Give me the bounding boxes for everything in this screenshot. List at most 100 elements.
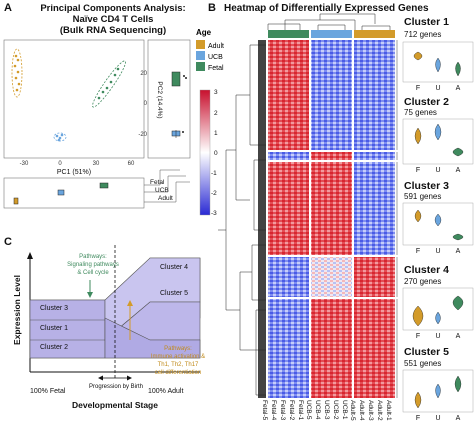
sample-label: Fetal-3 [279,400,286,421]
violin-cluster-5 [402,369,474,413]
legend-swatch-adult [196,40,205,49]
pc1-label-fetal: Fetal [150,179,165,186]
pca-plot-frame [3,39,145,159]
column-dendrogram [267,13,391,30]
legend-label-fetal: Fetal [208,65,224,72]
violin-xtick: U [435,167,440,174]
cluster-1-title: Cluster 1 [404,16,449,28]
violin-cluster-4 [402,287,474,331]
cluster-label-3: Cluster 3 [40,305,69,312]
violin-xtick: U [435,333,440,340]
pca-ytick: 20 [140,71,147,77]
col-age-fetal [268,30,309,38]
sample-label: Adult-3 [367,400,374,421]
panel-c-ylabel: Expression Level [12,275,22,345]
heatmap-title: Heatmap of Differentially Expressed Gene… [224,3,429,14]
violin-cluster-2 [402,118,474,165]
cluster-label-1: Cluster 1 [40,325,69,332]
panel-c-xlabel: Developmental Stage [72,400,158,410]
sample-label: UCB-2 [331,400,339,420]
pc1-box-ucb [57,189,65,196]
cluster-label-5: Cluster 5 [160,290,189,297]
pathway-green: Pathways: Signaling pathways & Cell cycl… [67,254,119,276]
legend-swatch-fetal [196,62,205,71]
sample-label: Fetal-1 [296,400,304,421]
pca-xtick: 60 [128,161,135,167]
pc1-box-fetal [99,182,109,189]
adult-points [13,54,21,92]
colorbar-tick: -2 [211,190,217,197]
violin-xtick: U [435,415,440,422]
cluster-4-count: 270 genes [404,277,442,286]
fetal-points [97,67,120,100]
legend-title: Age [196,28,212,37]
colorbar-tick: 0 [214,150,218,157]
pathway-orange: Pathways: Immune activation & Th1, Th2, … [150,346,206,376]
heatmap [268,40,395,398]
pca-ytick: 0 [144,101,148,107]
pc1-label-adult: Adult [158,195,173,202]
sample-label: Adult-5 [349,400,357,421]
sample-label: Fetal-2 [287,400,295,421]
violin-xtick: U [435,85,440,92]
colorbar-tick: 1 [214,130,218,137]
violin-xtick: F [416,333,420,340]
legend-label-adult: Adult [208,43,224,50]
violin-xtick: A [456,248,461,255]
cluster-2-title: Cluster 2 [404,96,449,108]
cluster-3-title: Cluster 3 [404,180,449,192]
adult-ellipse [11,48,23,98]
pc1-box-adult [13,197,19,205]
pca-xlabel: PC1 (51%) [57,169,91,176]
pca-title: Principal Components Analysis: Naïve CD4… [18,3,208,36]
sample-label: Adult-1 [384,400,392,421]
sample-label: UCB-1 [340,400,348,420]
colorbar-tick: 3 [214,89,218,96]
violin-xtick: F [416,85,420,92]
col-age-adult [354,30,395,38]
cluster-4-title: Cluster 4 [404,264,449,276]
col-age-ucb [311,30,352,38]
violin-xtick: A [456,85,461,92]
pca-title-line-2: Naïve CD4 T Cells [72,14,154,25]
cluster-5-title: Cluster 5 [404,346,449,358]
x-mid-label: Progression by Birth [88,384,144,390]
panel-a-letter: A [4,2,12,14]
cluster-label-2: Cluster 2 [40,344,69,351]
legend-swatch-ucb [196,51,205,60]
violin-xtick: A [456,333,461,340]
cluster-5-count: 551 genes [404,359,442,368]
cluster-2-count: 75 genes [404,108,437,117]
panel-b-letter: B [208,2,216,14]
sample-label: UCB-4 [314,400,322,420]
sample-label: UCB-3 [323,400,330,420]
sample-label: Adult-4 [358,400,366,421]
row-dendrogram-leaves [258,40,266,398]
pca-title-line-1: Principal Components Analysis: [40,3,186,14]
violin-xtick: U [435,248,440,255]
legend-label-ucb: UCB [208,54,223,61]
cluster-label-4: Cluster 4 [160,264,189,271]
violin-xtick: F [416,415,420,422]
panel-c-letter: C [4,236,12,248]
pca-ylabel: PC2 (14.4%) [156,81,163,118]
sample-label: UCB-5 [305,400,313,420]
pc1-label-ucb: UCB [155,187,169,194]
pca-title-line-3: (Bulk RNA Sequencing) [59,25,167,36]
violin-cluster-1 [402,41,474,83]
pca-xtick: 30 [93,161,100,167]
ucb-points [55,133,64,142]
pca-ytick: -20 [138,132,147,138]
colorbar-tick: 2 [214,110,218,117]
pca-xtick: 0 [58,161,62,167]
x-left-label: 100% Fetal [30,388,66,395]
colorbar-tick: -1 [211,170,217,177]
x-right-label: 100% Adult [148,388,184,395]
sample-labels: Fetal-5 Fetal-4 Fetal-3 Fetal-2 Fetal-1 UCB-5… [261,400,398,426]
fetal-ellipse [92,60,126,108]
ucb-ellipse [53,132,67,142]
pca-xtick: -30 [20,161,29,167]
cluster-1-count: 712 genes [404,30,442,39]
sample-label: Fetal-5 [261,400,269,421]
